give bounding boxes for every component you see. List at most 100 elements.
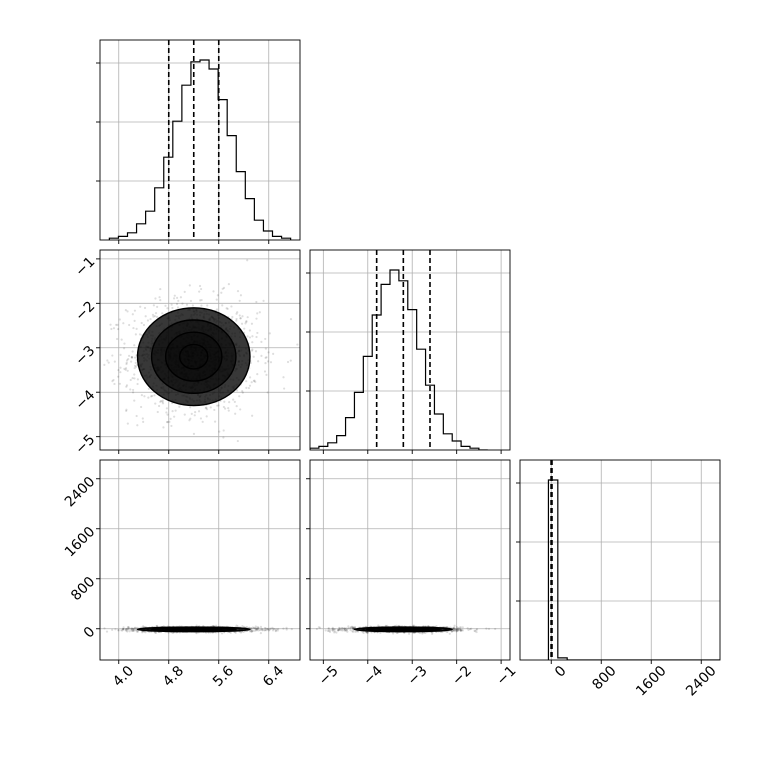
scatter-point [235, 312, 238, 315]
scatter-point [263, 626, 266, 630]
scatter-point [199, 417, 203, 420]
scatter-point [397, 624, 401, 627]
scatter-point [245, 320, 248, 324]
scatter-point [418, 631, 422, 635]
scatter-point [111, 354, 114, 357]
scatter-point [351, 626, 355, 629]
scatter-point [248, 384, 252, 387]
scatter-point [209, 406, 212, 409]
scatter-point [266, 628, 269, 631]
scatter-point [115, 323, 118, 326]
scatter-point [188, 419, 191, 422]
scatter-point [460, 629, 463, 633]
scatter-point [461, 629, 464, 632]
scatter-point [125, 361, 128, 364]
joint-content-2 [310, 624, 497, 636]
scatter-point [250, 349, 254, 352]
scatter-point [173, 415, 176, 418]
scatter-point [205, 408, 209, 411]
scatter-point [452, 629, 455, 632]
scatter-point [131, 629, 134, 632]
joint-panel-p0-p2 [96, 459, 301, 664]
scatter-point [171, 306, 174, 310]
scatter-point [119, 353, 122, 356]
scatter-point [337, 628, 341, 631]
scatter-point [248, 626, 251, 629]
scatter-point [161, 400, 164, 403]
scatter-point [125, 627, 129, 631]
scatter-point [176, 464, 178, 466]
scatter-point [337, 629, 340, 632]
scatter-point [118, 318, 121, 321]
scatter-point [171, 631, 174, 634]
scatter-point [132, 627, 135, 631]
scatter-point [274, 629, 277, 632]
scatter-point [230, 305, 233, 308]
scatter-point [133, 377, 136, 380]
scatter-point [268, 332, 271, 335]
scatter-point [456, 628, 460, 631]
scatter-point [124, 627, 127, 631]
scatter-point [204, 406, 207, 410]
scatter-point [215, 308, 219, 311]
density-fill-2 [151, 320, 236, 394]
scatter-point [282, 627, 285, 630]
scatter-point [337, 628, 340, 632]
scatter-point [195, 624, 198, 627]
scatter-point [199, 299, 202, 302]
scatter-point [340, 629, 343, 632]
scatter-point [142, 323, 146, 327]
joint-panel-p0-p1 [96, 249, 301, 466]
scatter-point [142, 625, 145, 628]
scatter-point [349, 626, 352, 629]
scatter-point [412, 624, 415, 627]
scatter-point [245, 380, 248, 383]
scatter-point [333, 628, 336, 631]
scatter-point [153, 394, 156, 397]
scatter-point [201, 420, 204, 423]
scatter-point [194, 411, 197, 414]
scatter-point [138, 333, 142, 336]
scatter-point [140, 321, 143, 325]
hist-frame-p0 [99, 39, 301, 241]
scatter-point [225, 307, 228, 310]
scatter-point [263, 370, 267, 373]
scatter-point [126, 630, 129, 633]
scatter-point [136, 382, 139, 386]
scatter-point [345, 629, 348, 632]
scatter-point [136, 630, 139, 633]
x-tick-label-p1-2: −3 [405, 663, 431, 689]
scatter-point [118, 382, 121, 385]
scatter-point [130, 355, 133, 359]
scatter-point [220, 291, 223, 294]
scatter-point [448, 632, 451, 635]
scatter-point [131, 627, 134, 631]
scatter-point [260, 354, 263, 357]
scatter-point [333, 631, 336, 634]
scatter-point [235, 317, 238, 321]
scatter-point [365, 631, 368, 634]
histogram-p0 [108, 59, 292, 240]
scatter-point [251, 348, 254, 351]
hist-panel-p2 [516, 459, 721, 664]
scatter-point [362, 631, 365, 635]
scatter-point [149, 317, 152, 321]
scatter-point [119, 371, 122, 374]
scatter-point [452, 627, 455, 630]
scatter-point [271, 629, 275, 632]
scatter-point [238, 299, 241, 302]
scatter-point [250, 381, 253, 384]
scatter-point [268, 628, 271, 631]
scatter-point [232, 398, 235, 401]
scatter-point [251, 414, 254, 417]
scatter-point [353, 625, 357, 629]
scatter-point [159, 400, 162, 403]
scatter-point [171, 410, 174, 413]
scatter-point [257, 629, 260, 632]
scatter-point [236, 625, 239, 628]
scatter-point [266, 627, 269, 631]
scatter-point [128, 627, 131, 630]
scatter-point [121, 627, 125, 631]
scatter-point [172, 297, 176, 300]
scatter-point [238, 395, 241, 398]
